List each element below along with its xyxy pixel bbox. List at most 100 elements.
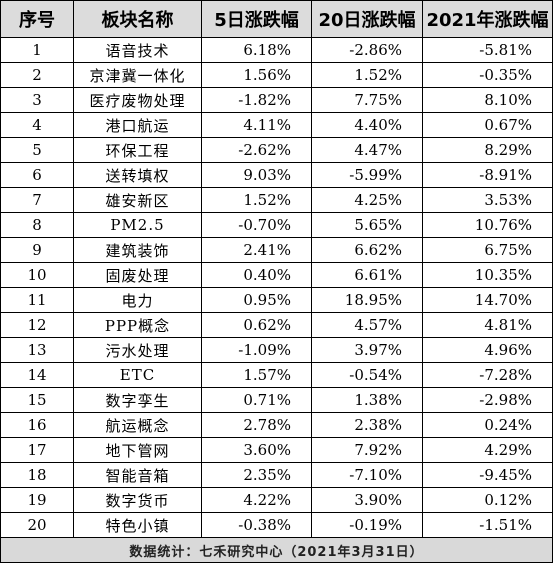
cell-index: 18 bbox=[0, 462, 74, 488]
cell-20day-change: -5.99% bbox=[311, 162, 423, 188]
cell-sector-name: 港口航运 bbox=[73, 112, 202, 138]
table-header-row: 序号 板块名称 5日涨跌幅 20日涨跌幅 2021年涨跌幅 bbox=[0, 0, 553, 38]
cell-20day-change: -2.86% bbox=[311, 37, 423, 63]
table-row: 12 PPP概念 0.62% 4.57% 4.81% bbox=[0, 312, 553, 338]
cell-sector-name: 医疗废物处理 bbox=[73, 87, 202, 113]
cell-2021-change: 0.67% bbox=[422, 112, 553, 138]
cell-2021-change: 3.53% bbox=[422, 187, 553, 213]
cell-index: 8 bbox=[0, 212, 74, 238]
cell-5day-change: 4.22% bbox=[201, 487, 312, 513]
table-row: 2 京津冀一体化 1.56% 1.52% -0.35% bbox=[0, 62, 553, 88]
table-row: 20 特色小镇 -0.38% -0.19% -1.51% bbox=[0, 512, 553, 538]
cell-20day-change: 2.38% bbox=[311, 412, 423, 438]
cell-20day-change: 7.92% bbox=[311, 437, 423, 463]
cell-5day-change: 0.40% bbox=[201, 262, 312, 288]
table-row: 5 环保工程 -2.62% 4.47% 8.29% bbox=[0, 137, 553, 163]
table-row: 4 港口航运 4.11% 4.40% 0.67% bbox=[0, 112, 553, 138]
cell-20day-change: 6.62% bbox=[311, 237, 423, 263]
cell-5day-change: 2.78% bbox=[201, 412, 312, 438]
cell-sector-name: 语音技术 bbox=[73, 37, 202, 63]
cell-index: 14 bbox=[0, 362, 74, 388]
cell-2021-change: 0.12% bbox=[422, 487, 553, 513]
cell-sector-name: ETC bbox=[73, 362, 202, 388]
table-row: 9 建筑装饰 2.41% 6.62% 6.75% bbox=[0, 237, 553, 263]
cell-sector-name: 京津冀一体化 bbox=[73, 62, 202, 88]
cell-sector-name: 数字货币 bbox=[73, 487, 202, 513]
cell-index: 5 bbox=[0, 137, 74, 163]
header-5day-change: 5日涨跌幅 bbox=[201, 0, 312, 38]
cell-5day-change: 0.62% bbox=[201, 312, 312, 338]
cell-sector-name: PPP概念 bbox=[73, 312, 202, 338]
cell-5day-change: -1.09% bbox=[201, 337, 312, 363]
cell-20day-change: 1.38% bbox=[311, 387, 423, 413]
header-index: 序号 bbox=[0, 0, 74, 38]
cell-5day-change: 1.56% bbox=[201, 62, 312, 88]
cell-20day-change: 18.95% bbox=[311, 287, 423, 313]
cell-index: 17 bbox=[0, 437, 74, 463]
cell-2021-change: -5.81% bbox=[422, 37, 553, 63]
cell-2021-change: 10.35% bbox=[422, 262, 553, 288]
cell-5day-change: 3.60% bbox=[201, 437, 312, 463]
cell-index: 7 bbox=[0, 187, 74, 213]
cell-20day-change: 1.52% bbox=[311, 62, 423, 88]
cell-20day-change: 4.25% bbox=[311, 187, 423, 213]
cell-20day-change: 4.47% bbox=[311, 137, 423, 163]
cell-5day-change: 0.71% bbox=[201, 387, 312, 413]
cell-5day-change: 2.41% bbox=[201, 237, 312, 263]
cell-sector-name: PM2.5 bbox=[73, 212, 202, 238]
cell-2021-change: 8.10% bbox=[422, 87, 553, 113]
cell-index: 10 bbox=[0, 262, 74, 288]
cell-2021-change: -8.91% bbox=[422, 162, 553, 188]
cell-2021-change: -2.98% bbox=[422, 387, 553, 413]
cell-index: 19 bbox=[0, 487, 74, 513]
cell-index: 13 bbox=[0, 337, 74, 363]
cell-index: 9 bbox=[0, 237, 74, 263]
cell-20day-change: 4.40% bbox=[311, 112, 423, 138]
cell-index: 12 bbox=[0, 312, 74, 338]
cell-2021-change: 6.75% bbox=[422, 237, 553, 263]
cell-5day-change: -0.38% bbox=[201, 512, 312, 538]
cell-20day-change: -0.54% bbox=[311, 362, 423, 388]
cell-5day-change: 2.35% bbox=[201, 462, 312, 488]
header-sector-name: 板块名称 bbox=[73, 0, 202, 38]
cell-sector-name: 污水处理 bbox=[73, 337, 202, 363]
table-row: 10 固废处理 0.40% 6.61% 10.35% bbox=[0, 262, 553, 288]
cell-20day-change: 3.97% bbox=[311, 337, 423, 363]
table-row: 14 ETC 1.57% -0.54% -7.28% bbox=[0, 362, 553, 388]
cell-sector-name: 地下管网 bbox=[73, 437, 202, 463]
cell-index: 3 bbox=[0, 87, 74, 113]
cell-2021-change: -9.45% bbox=[422, 462, 553, 488]
cell-2021-change: 4.96% bbox=[422, 337, 553, 363]
table-row: 6 送转填权 9.03% -5.99% -8.91% bbox=[0, 162, 553, 188]
table-row: 8 PM2.5 -0.70% 5.65% 10.76% bbox=[0, 212, 553, 238]
cell-20day-change: 6.61% bbox=[311, 262, 423, 288]
cell-20day-change: -0.19% bbox=[311, 512, 423, 538]
table-row: 7 雄安新区 1.52% 4.25% 3.53% bbox=[0, 187, 553, 213]
table-body: 1 语音技术 6.18% -2.86% -5.81% 2 京津冀一体化 1.56% 1.52% -… bbox=[0, 37, 553, 538]
cell-sector-name: 固废处理 bbox=[73, 262, 202, 288]
table-row: 15 数字孪生 0.71% 1.38% -2.98% bbox=[0, 387, 553, 413]
cell-index: 1 bbox=[0, 37, 74, 63]
cell-sector-name: 特色小镇 bbox=[73, 512, 202, 538]
table-row: 3 医疗废物处理 -1.82% 7.75% 8.10% bbox=[0, 87, 553, 113]
table-row: 19 数字货币 4.22% 3.90% 0.12% bbox=[0, 487, 553, 513]
cell-2021-change: -7.28% bbox=[422, 362, 553, 388]
cell-2021-change: 10.76% bbox=[422, 212, 553, 238]
cell-index: 15 bbox=[0, 387, 74, 413]
cell-5day-change: 6.18% bbox=[201, 37, 312, 63]
cell-sector-name: 数字孪生 bbox=[73, 387, 202, 413]
cell-2021-change: 0.24% bbox=[422, 412, 553, 438]
cell-index: 16 bbox=[0, 412, 74, 438]
cell-20day-change: 4.57% bbox=[311, 312, 423, 338]
cell-5day-change: -1.82% bbox=[201, 87, 312, 113]
data-source-note: 数据统计：七禾研究中心（2021年3月31日） bbox=[0, 537, 553, 563]
cell-2021-change: 4.29% bbox=[422, 437, 553, 463]
cell-5day-change: -0.70% bbox=[201, 212, 312, 238]
cell-5day-change: -2.62% bbox=[201, 137, 312, 163]
table-row: 18 智能音箱 2.35% -7.10% -9.45% bbox=[0, 462, 553, 488]
cell-5day-change: 9.03% bbox=[201, 162, 312, 188]
cell-sector-name: 环保工程 bbox=[73, 137, 202, 163]
cell-sector-name: 航运概念 bbox=[73, 412, 202, 438]
table-row: 1 语音技术 6.18% -2.86% -5.81% bbox=[0, 37, 553, 63]
